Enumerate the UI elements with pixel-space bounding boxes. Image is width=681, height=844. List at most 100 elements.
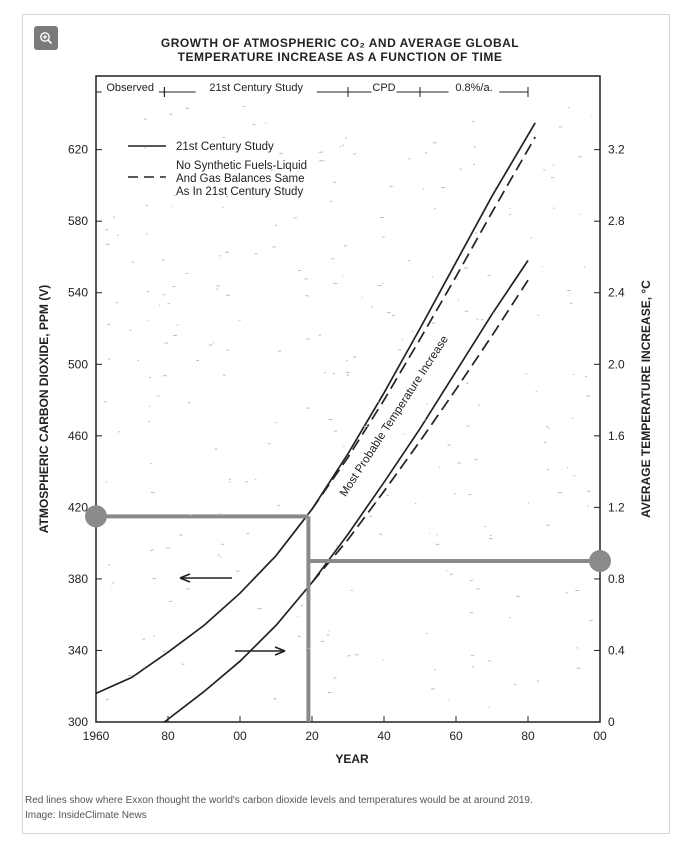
speckle xyxy=(509,617,511,618)
speckle xyxy=(576,667,581,669)
y-left-axis-title: ATMOSPHERIC CARBON DIOXIDE, PPM (V) xyxy=(37,285,51,533)
y-left-tick-label: 300 xyxy=(68,715,88,729)
speckle xyxy=(129,329,132,331)
speckle xyxy=(473,146,476,148)
speckle xyxy=(379,533,383,535)
speckle xyxy=(164,177,166,179)
speckle xyxy=(575,590,580,591)
speckle xyxy=(374,501,377,503)
speckle xyxy=(516,595,520,597)
y-right-tick-label: 1.2 xyxy=(608,500,625,514)
speckle xyxy=(547,469,550,471)
speckle xyxy=(252,123,256,125)
speckle xyxy=(535,391,538,393)
speckle xyxy=(377,401,379,403)
speckle xyxy=(148,420,150,422)
speckle xyxy=(173,334,177,336)
speckle xyxy=(567,107,570,109)
speckle xyxy=(306,338,310,340)
speckle xyxy=(476,588,480,590)
x-tick-label: 1960 xyxy=(83,729,110,743)
y-right-tick-label: 3.2 xyxy=(608,143,625,157)
speckle xyxy=(448,699,450,701)
speckle xyxy=(475,232,477,234)
speckle xyxy=(318,151,323,153)
speckle xyxy=(584,266,586,268)
speckle xyxy=(546,524,550,526)
period-label-bg xyxy=(448,82,500,94)
speckle xyxy=(279,152,283,154)
speckle xyxy=(104,401,107,403)
speckle xyxy=(209,344,213,346)
speckle xyxy=(408,158,411,160)
speckle xyxy=(212,342,214,344)
speckle xyxy=(386,494,389,496)
speckle xyxy=(489,534,492,536)
speckle xyxy=(488,706,490,708)
speckle xyxy=(589,620,593,622)
speckle xyxy=(293,217,297,219)
speckle xyxy=(361,296,363,298)
speckle xyxy=(267,443,271,445)
highlight-co2-marker xyxy=(85,505,107,528)
speckle xyxy=(164,342,168,344)
y-right-axis-title: AVERAGE TEMPERATURE INCREASE, °C xyxy=(639,280,653,518)
speckle xyxy=(487,275,491,277)
speckle xyxy=(389,185,393,187)
speckle xyxy=(565,592,568,594)
speckle xyxy=(298,270,301,272)
speckle xyxy=(586,395,591,397)
y-right-tick-label: 0.4 xyxy=(608,643,625,657)
speckle xyxy=(265,122,267,124)
speckle xyxy=(446,570,448,572)
speckle xyxy=(218,255,221,257)
speckle xyxy=(225,196,229,198)
speckle xyxy=(170,205,172,207)
x-tick-label: 40 xyxy=(377,729,391,743)
speckle xyxy=(474,459,478,461)
speckle xyxy=(324,372,326,374)
y-left-tick-label: 340 xyxy=(68,643,88,657)
speckle xyxy=(323,160,325,162)
speckle xyxy=(591,114,593,116)
speckle xyxy=(105,243,110,245)
speckle xyxy=(380,217,384,218)
speckle xyxy=(492,312,496,314)
speckle xyxy=(465,382,469,384)
speckle xyxy=(305,518,309,520)
speckle xyxy=(525,373,527,375)
speckle xyxy=(179,534,183,536)
speckle xyxy=(148,377,151,379)
speckle xyxy=(426,633,428,634)
speckle xyxy=(541,266,543,268)
speckle xyxy=(150,463,153,465)
speckle xyxy=(558,126,563,128)
speckle xyxy=(162,259,165,261)
speckle xyxy=(573,475,576,477)
speckle xyxy=(157,395,160,397)
series-right-solid xyxy=(163,260,529,723)
speckle xyxy=(342,275,344,277)
speckle xyxy=(457,299,459,301)
speckle xyxy=(146,233,148,235)
speckle xyxy=(326,634,330,636)
speckle xyxy=(147,291,150,292)
speckle xyxy=(217,554,220,556)
image-frame xyxy=(22,14,670,834)
y-right-tick-label: 1.6 xyxy=(608,429,625,443)
speckle xyxy=(431,276,434,278)
y-left-tick-label: 380 xyxy=(68,572,88,586)
speckle xyxy=(436,534,438,536)
speckle xyxy=(257,608,262,610)
speckle xyxy=(143,118,147,120)
speckle xyxy=(570,302,573,304)
speckle xyxy=(167,303,170,305)
speckle xyxy=(567,290,571,291)
zoom-button[interactable] xyxy=(34,26,58,50)
speckle xyxy=(439,466,441,468)
y-right-tick-label: 0.8 xyxy=(608,572,625,586)
speckle xyxy=(116,234,119,236)
speckle xyxy=(223,180,226,181)
speckle xyxy=(269,169,273,171)
speckle xyxy=(115,302,118,304)
